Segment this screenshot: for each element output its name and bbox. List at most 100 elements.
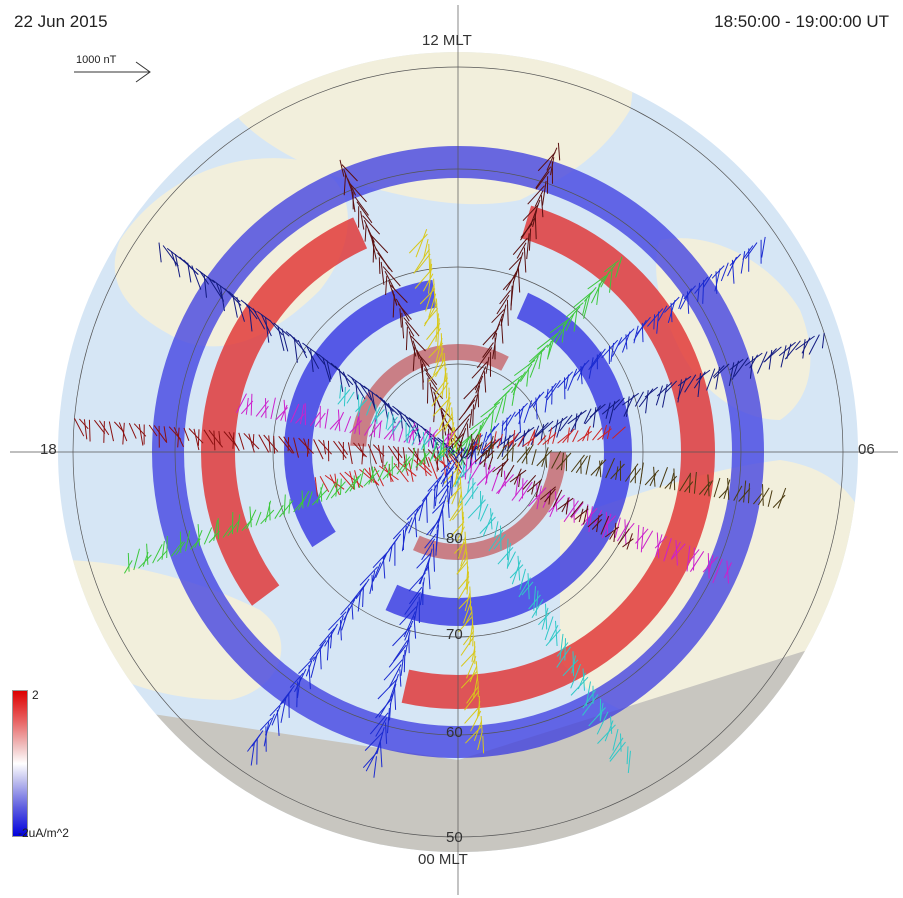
- vector-mark: [451, 407, 454, 433]
- vector-mark: [270, 397, 276, 420]
- vector-mark: [450, 521, 465, 538]
- vector-mark: [503, 411, 516, 431]
- vector-mark: [664, 380, 678, 394]
- vector-mark: [458, 581, 470, 600]
- vector-mark: [526, 233, 530, 260]
- vector-mark: [733, 485, 743, 501]
- vector-mark: [385, 722, 388, 744]
- vector-mark: [567, 409, 587, 425]
- vector-mark: [466, 571, 469, 595]
- vector-mark: [248, 305, 253, 332]
- vector-mark: [460, 516, 465, 541]
- vector-mark: [587, 513, 603, 528]
- vector-mark: [653, 466, 656, 487]
- vector-mark: [511, 560, 521, 585]
- vector-chain: [247, 459, 453, 766]
- vector-mark: [394, 688, 397, 710]
- vector-mark: [406, 424, 411, 444]
- vector-mark: [612, 728, 619, 751]
- vector-mark: [298, 437, 314, 454]
- vector-mark: [189, 538, 201, 550]
- vector-mark: [393, 419, 403, 432]
- mlt-noon-label: 12 MLT: [422, 32, 472, 49]
- vector-mark: [373, 756, 377, 778]
- vector-chain: [337, 384, 450, 462]
- vector-mark: [548, 494, 565, 513]
- vector-mark: [365, 746, 380, 772]
- vector-mark: [434, 480, 439, 507]
- vector-mark: [706, 368, 716, 391]
- vector-mark: [351, 603, 354, 620]
- vector-mark: [289, 672, 304, 688]
- vector-mark: [583, 408, 592, 424]
- vector-mark: [293, 496, 307, 513]
- vector-mark: [405, 426, 416, 438]
- vector-mark: [236, 296, 245, 322]
- vector-mark: [617, 328, 635, 347]
- vector-mark: [587, 428, 590, 441]
- vector-mark: [342, 371, 350, 388]
- vector-mark: [408, 509, 419, 534]
- vector-chain: [454, 332, 825, 470]
- vector-mark: [413, 459, 432, 477]
- vector-mark: [372, 549, 390, 569]
- vector-mark: [505, 417, 508, 440]
- vector-mark: [518, 577, 531, 598]
- vector-mark: [312, 644, 324, 662]
- vector-mark: [333, 440, 347, 459]
- vector-mark: [392, 625, 412, 647]
- vector-mark: [162, 245, 179, 267]
- vector-mark: [483, 449, 488, 468]
- vector-mark: [533, 586, 536, 611]
- vector-mark: [388, 546, 393, 562]
- vector-mark: [355, 399, 368, 412]
- vector-mark: [244, 302, 258, 320]
- vector-mark: [713, 477, 721, 498]
- vector-mark: [349, 182, 367, 203]
- vector-mark: [274, 504, 284, 519]
- vector-mark: [509, 564, 524, 579]
- vector-mark: [222, 525, 232, 538]
- mlt-midnight-label: 00 MLT: [418, 851, 468, 868]
- vector-mark: [464, 455, 468, 480]
- vector-mark: [496, 444, 507, 460]
- vector-mark: [364, 731, 384, 751]
- vector-mark: [496, 474, 514, 494]
- vector-mark: [605, 402, 611, 419]
- vector-mark: [649, 473, 657, 487]
- vector-mark: [474, 385, 481, 410]
- vector-mark: [546, 380, 561, 401]
- vector-mark: [382, 463, 398, 480]
- vector-mark: [491, 308, 505, 324]
- vector-mark: [469, 409, 473, 429]
- vector-mark: [464, 486, 479, 506]
- vector-mark: [324, 408, 329, 429]
- vector-mark: [475, 375, 484, 394]
- vector-mark: [423, 303, 438, 327]
- vector-mark: [195, 268, 216, 284]
- vector-mark: [218, 431, 221, 445]
- vector-mark: [477, 730, 483, 751]
- vector-mark: [148, 424, 158, 437]
- vector-mark: [435, 298, 439, 329]
- vector-mark: [551, 450, 562, 469]
- vector-mark: [363, 219, 375, 243]
- vector-mark: [288, 499, 291, 514]
- vector-mark: [507, 551, 516, 568]
- vector-mark: [587, 275, 607, 290]
- vector-mark: [479, 503, 489, 522]
- vector-mark: [187, 262, 192, 283]
- vector-mark: [531, 480, 536, 495]
- vector-mark: [325, 482, 337, 501]
- vector-mark: [408, 586, 423, 605]
- vector-mark: [753, 493, 763, 505]
- vector-mark: [454, 464, 466, 488]
- vector-mark: [535, 590, 539, 616]
- vector-mark: [604, 260, 620, 273]
- vector-mark: [456, 556, 468, 575]
- vector-mark: [363, 385, 385, 403]
- vector-mark: [457, 536, 466, 559]
- vector-mark: [541, 607, 549, 630]
- vector-mark: [399, 308, 402, 328]
- vector-mark: [156, 549, 168, 562]
